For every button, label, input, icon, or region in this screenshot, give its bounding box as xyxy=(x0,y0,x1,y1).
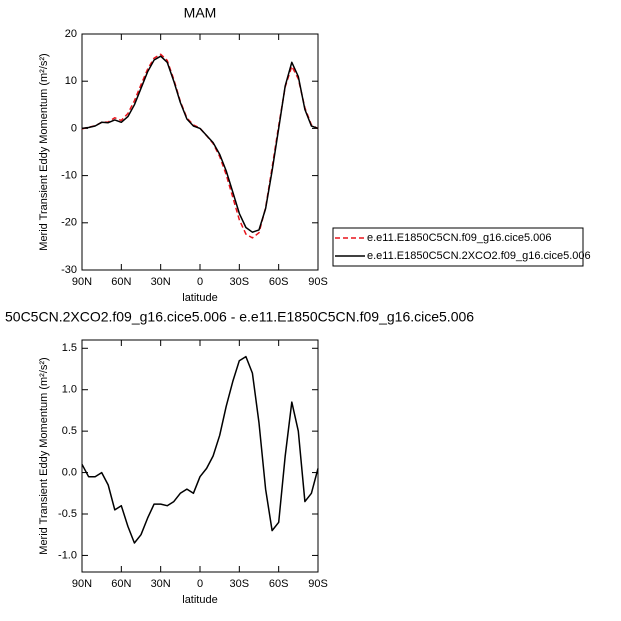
x-tick-label: 30N xyxy=(151,276,171,288)
legend-label: e.e11.E1850C5CN.f09_g16.cice5.006 xyxy=(367,232,552,244)
x-tick-label: 60S xyxy=(269,578,289,590)
chart-title: 50C5CN.2XCO2.f09_g16.cice5.006 - e.e11.E… xyxy=(5,309,474,325)
y-tick-label: -20 xyxy=(61,217,77,229)
x-tick-label: 90S xyxy=(308,276,328,288)
y-tick-label: -30 xyxy=(61,264,77,276)
plot-frame xyxy=(81,33,319,271)
y-tick-label: 1.5 xyxy=(62,342,77,354)
y-tick-label: 0.5 xyxy=(62,425,77,437)
y-tick-label: -0.5 xyxy=(58,508,77,520)
y-axis-label: Merid Transient Eddy Momentum (m²/s²) xyxy=(38,357,50,554)
x-tick-label: 90N xyxy=(72,578,92,590)
chart-title: MAM xyxy=(184,5,217,21)
x-tick-label: 90N xyxy=(72,276,92,288)
y-tick-label: 0 xyxy=(71,122,77,134)
x-tick-label: 30N xyxy=(151,578,171,590)
y-tick-label: 1.0 xyxy=(62,384,77,396)
x-axis-label: latitude xyxy=(182,292,217,304)
x-tick-label: 0 xyxy=(197,276,203,288)
y-tick-label: 10 xyxy=(65,75,77,87)
data-line xyxy=(81,53,319,239)
x-tick-label: 30S xyxy=(230,276,250,288)
x-axis-label: latitude xyxy=(182,594,217,606)
x-tick-label: 30S xyxy=(230,578,250,590)
x-tick-label: 60S xyxy=(269,276,289,288)
x-tick-label: 0 xyxy=(197,578,203,590)
x-tick-label: 60N xyxy=(111,578,131,590)
y-axis-label: Merid Transient Eddy Momentum (m²/s²) xyxy=(38,53,50,250)
y-tick-label: 0.0 xyxy=(62,466,77,478)
data-line xyxy=(81,355,319,544)
y-tick-label: 20 xyxy=(65,28,77,40)
data-line xyxy=(81,55,319,233)
legend-label: e.e11.E1850C5CN.2XCO2.f09_g16.cice5.006 xyxy=(367,250,591,262)
legend-box xyxy=(332,227,584,267)
y-tick-label: -1.0 xyxy=(58,549,77,561)
x-tick-label: 90S xyxy=(308,578,328,590)
x-tick-label: 60N xyxy=(111,276,131,288)
y-tick-label: -10 xyxy=(61,170,77,182)
plot-frame xyxy=(81,339,319,573)
